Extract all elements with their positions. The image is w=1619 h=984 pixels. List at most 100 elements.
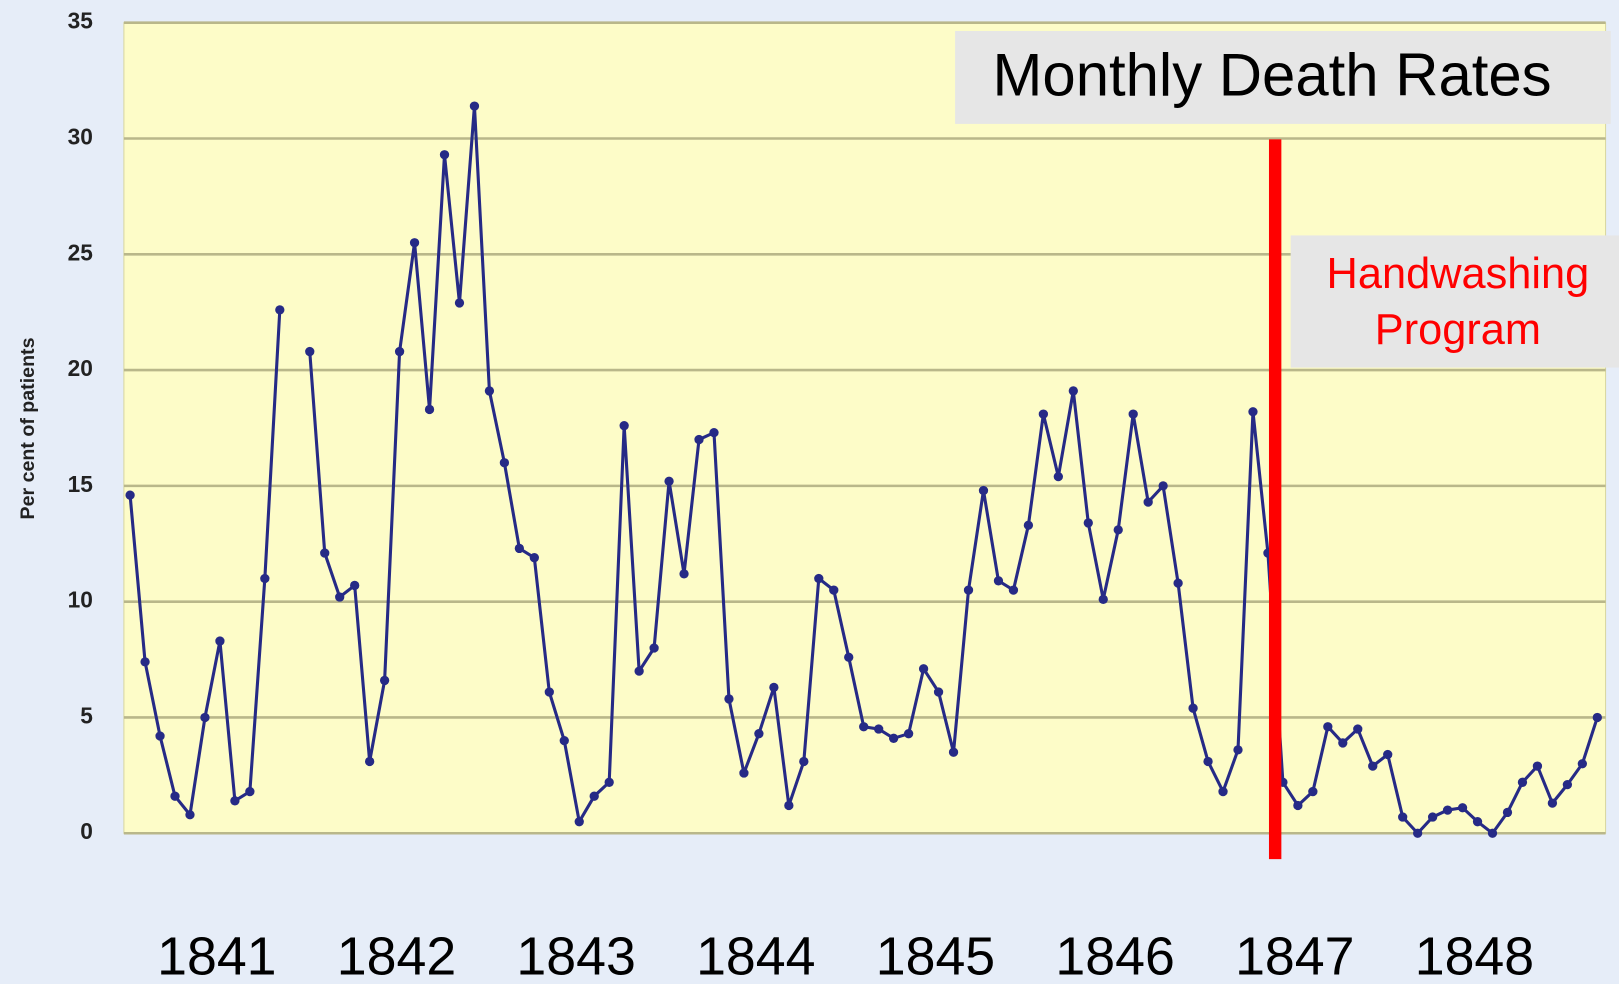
plot-area xyxy=(123,22,1607,834)
point xyxy=(140,657,150,667)
point xyxy=(1143,497,1153,507)
point xyxy=(844,652,854,662)
point xyxy=(859,722,869,732)
y-tick-label: 5 xyxy=(80,702,93,728)
point xyxy=(1442,805,1453,815)
point xyxy=(829,585,839,595)
grid xyxy=(123,21,1606,835)
point xyxy=(1338,738,1348,748)
point xyxy=(664,476,674,486)
point xyxy=(1083,518,1093,528)
point xyxy=(1023,520,1034,530)
y-tick-label: 0 xyxy=(80,818,93,844)
point xyxy=(469,101,480,111)
point xyxy=(185,810,195,820)
point xyxy=(275,305,285,315)
y-axis-label: Per cent of patients xyxy=(17,337,39,519)
point xyxy=(739,768,749,778)
point xyxy=(1532,761,1543,771)
point xyxy=(619,421,629,431)
point xyxy=(993,576,1004,586)
point xyxy=(1472,817,1483,827)
point xyxy=(1038,409,1049,419)
point xyxy=(1308,786,1318,797)
point xyxy=(1068,386,1078,396)
chart-title: Monthly Death Rates xyxy=(993,41,1552,108)
y-tick-label: 25 xyxy=(68,239,93,265)
point xyxy=(1577,759,1587,769)
marks xyxy=(125,101,1602,838)
point xyxy=(1008,585,1019,595)
point xyxy=(634,666,644,676)
annotation: Program xyxy=(1375,306,1541,354)
x-tick-label: 1847 xyxy=(1235,926,1354,984)
point xyxy=(933,687,944,697)
point xyxy=(1413,828,1423,838)
point xyxy=(245,786,255,797)
point xyxy=(454,298,465,308)
point xyxy=(694,434,704,445)
point xyxy=(709,427,719,438)
point xyxy=(1592,712,1602,723)
point xyxy=(754,729,764,739)
point xyxy=(604,777,614,787)
x-tick-label: 1845 xyxy=(876,926,995,984)
point xyxy=(963,585,974,595)
point xyxy=(1323,722,1333,732)
point xyxy=(200,712,210,723)
annotation: Handwashing xyxy=(1327,250,1590,298)
point xyxy=(1353,724,1363,734)
point xyxy=(948,747,959,757)
point xyxy=(679,569,689,579)
point xyxy=(230,796,240,806)
point xyxy=(1233,745,1243,755)
point xyxy=(394,346,405,357)
point xyxy=(889,733,899,743)
y-tick-label: 35 xyxy=(68,8,93,34)
point xyxy=(784,800,794,811)
point xyxy=(769,682,779,693)
point xyxy=(559,735,569,746)
point xyxy=(1562,779,1573,790)
point xyxy=(170,791,180,801)
point xyxy=(514,543,525,554)
x-tick-label: 1842 xyxy=(337,926,456,984)
point xyxy=(439,150,450,160)
x-tick-label: 1841 xyxy=(157,926,276,984)
point xyxy=(1173,578,1183,588)
point xyxy=(1098,594,1108,604)
point xyxy=(1487,828,1498,838)
point xyxy=(125,490,135,500)
point xyxy=(814,573,824,584)
point xyxy=(799,756,809,767)
point xyxy=(364,756,375,767)
point xyxy=(350,580,360,591)
y-tick-label: 10 xyxy=(68,587,93,613)
point xyxy=(305,346,315,357)
point xyxy=(724,694,734,704)
point xyxy=(918,664,929,674)
point xyxy=(1113,525,1123,535)
point xyxy=(260,573,270,584)
point xyxy=(155,731,165,741)
point xyxy=(409,238,420,248)
point xyxy=(320,548,330,558)
point xyxy=(544,687,554,697)
point xyxy=(1293,800,1303,811)
y-tick-label: 20 xyxy=(68,355,93,381)
point xyxy=(1203,756,1213,767)
annotation-box xyxy=(1290,235,1619,368)
x-tick-label: 1846 xyxy=(1055,926,1174,984)
point xyxy=(529,553,539,563)
point xyxy=(1368,761,1378,771)
point xyxy=(903,729,914,739)
point xyxy=(379,675,390,686)
x-tick-label: 1848 xyxy=(1415,926,1534,984)
point xyxy=(1218,786,1228,797)
point xyxy=(1128,409,1138,419)
point xyxy=(1248,407,1258,417)
point xyxy=(1502,807,1513,818)
point xyxy=(1427,812,1438,822)
